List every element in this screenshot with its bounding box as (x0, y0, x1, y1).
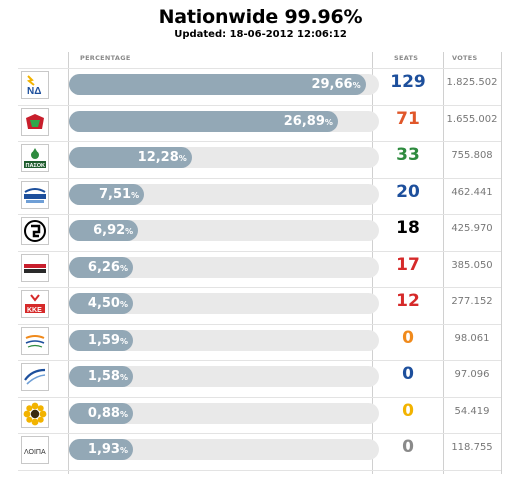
party-row: ΚΚΕ 4,50% 12 277.152 (18, 284, 501, 326)
votes-value: 385.050 (451, 259, 493, 271)
anel-logo (21, 180, 49, 209)
seats-value: 0 (402, 437, 414, 457)
drasi-logo (21, 326, 49, 355)
percentage-value: 26,89% (283, 113, 333, 129)
kke-logo: ΚΚΕ (21, 290, 49, 318)
row-divider (18, 177, 501, 179)
votes-value: 425.970 (451, 223, 493, 234)
seats-value: 0 (402, 327, 414, 348)
percentage-track (69, 183, 379, 205)
seats-value: 18 (396, 218, 420, 238)
seats-value: 20 (396, 181, 420, 202)
percentage-bar: 1,59% (69, 329, 133, 351)
votes-value: 1.655.002 (446, 113, 498, 125)
row-divider (18, 433, 501, 434)
percentage-value: 7,51% (99, 186, 140, 202)
row-divider (18, 360, 501, 361)
percentage-value: 4,50% (87, 296, 128, 311)
seats-header: SEATS (394, 54, 419, 62)
row-divider (18, 469, 501, 471)
percentage-track (69, 402, 379, 424)
party-row: 0,88% 0 54.419 (18, 394, 501, 436)
party-row: ΠΑΣΟΚ 12,28% 33 755.808 (18, 138, 501, 180)
svg-text:ΛΟΙΠΑ: ΛΟΙΠΑ (24, 449, 46, 456)
seats-value: 0 (402, 400, 414, 421)
percentage-bar: 7,51% (69, 183, 145, 205)
votes-header: VOTES (452, 54, 478, 62)
votes-value: 462.441 (451, 186, 493, 198)
seats-value: 12 (396, 291, 420, 311)
row-divider (18, 214, 501, 215)
percentage-value: 6,26% (87, 259, 128, 275)
percentage-bar: 29,66% (69, 74, 366, 95)
votes-value: 54.419 (454, 405, 490, 417)
votes-value: 1.825.502 (446, 77, 498, 88)
updated-timestamp: Updated: 18-06-2012 12:06:12 (174, 29, 347, 40)
column-divider-votes (443, 52, 444, 474)
row-divider (18, 287, 501, 288)
others-logo: ΛΟΙΠΑ (21, 436, 49, 464)
party-row: 7,51% 20 462.441 (18, 175, 501, 217)
seats-value: 0 (402, 364, 414, 384)
percentage-value: 1,93% (87, 442, 128, 457)
party-row: 6,92% 18 425.970 (18, 211, 501, 253)
column-divider-right (501, 52, 502, 474)
party-row: 26,89% 71 1.655.002 (18, 102, 501, 144)
dimar-logo (21, 253, 49, 282)
seats-value: 33 (396, 145, 420, 165)
percentage-value: 1,58% (87, 369, 128, 384)
votes-value: 98.061 (454, 332, 490, 344)
percentage-bar: 0,88% (69, 402, 133, 424)
percentage-bar: 6,92% (69, 220, 139, 241)
svg-text:ΝΔ: ΝΔ (27, 86, 41, 97)
svg-text:ΚΚΕ: ΚΚΕ (27, 307, 42, 314)
votes-value: 755.808 (451, 150, 493, 161)
nd-logo: ΝΔ (21, 71, 49, 99)
percentage-track (69, 293, 379, 314)
seats-value: 17 (396, 254, 420, 275)
percentage-track (69, 366, 379, 387)
percentage-bar: 26,89% (69, 110, 338, 132)
party-row: ΝΔ 29,66% 129 1.825.502 (18, 65, 501, 107)
percentage-value: 12,28% (137, 150, 187, 165)
votes-value: 97.096 (454, 369, 490, 380)
greens-logo (21, 399, 49, 428)
percentage-bar: 1,93% (69, 439, 133, 460)
seats-value: 71 (396, 108, 420, 129)
percentage-value: 0,88% (87, 405, 128, 421)
percentage-bar: 12,28% (69, 147, 192, 168)
row-divider (18, 323, 501, 325)
row-divider (18, 250, 501, 252)
percentage-value: 6,92% (93, 223, 134, 238)
xa-logo (21, 217, 49, 245)
party-row: 1,58% 0 97.096 (18, 357, 501, 399)
row-divider (18, 396, 501, 398)
percentage-track (69, 256, 379, 278)
percentage-track (69, 220, 379, 241)
party-row: 1,59% 0 98.061 (18, 321, 501, 363)
votes-value: 118.755 (451, 442, 493, 453)
percentage-value: 29,66% (311, 77, 361, 92)
svg-text:ΠΑΣΟΚ: ΠΑΣΟΚ (26, 163, 46, 169)
percentage-bar: 4,50% (69, 293, 133, 314)
row-divider (18, 141, 501, 142)
page-title: Nationwide 99.96% (158, 6, 363, 28)
votes-value: 277.152 (451, 296, 493, 307)
percentage-track (69, 329, 379, 351)
percentage-value: 1,59% (87, 332, 128, 348)
row-divider (18, 104, 501, 106)
percentage-bar: 1,58% (69, 366, 133, 387)
percentage-bar: 6,26% (69, 256, 133, 278)
row-divider (18, 68, 501, 69)
percentage-track (69, 439, 379, 460)
party-row: 6,26% 17 385.050 (18, 248, 501, 290)
laos-logo (21, 363, 49, 391)
pasok-logo: ΠΑΣΟΚ (21, 144, 49, 172)
syriza-logo (21, 107, 49, 136)
percentage-header: PERCENTAGE (80, 54, 131, 62)
seats-value: 129 (390, 72, 426, 92)
party-row: ΛΟΙΠΑ 1,93% 0 118.755 (18, 430, 501, 472)
column-divider-left (68, 52, 69, 474)
